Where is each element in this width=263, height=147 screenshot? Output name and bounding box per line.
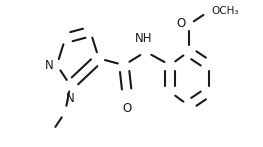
Text: N: N — [66, 92, 75, 105]
Text: O: O — [176, 17, 185, 30]
Text: OCH₃: OCH₃ — [212, 6, 239, 16]
Text: O: O — [123, 102, 132, 115]
Text: NH: NH — [135, 32, 153, 45]
Text: N: N — [45, 59, 54, 72]
